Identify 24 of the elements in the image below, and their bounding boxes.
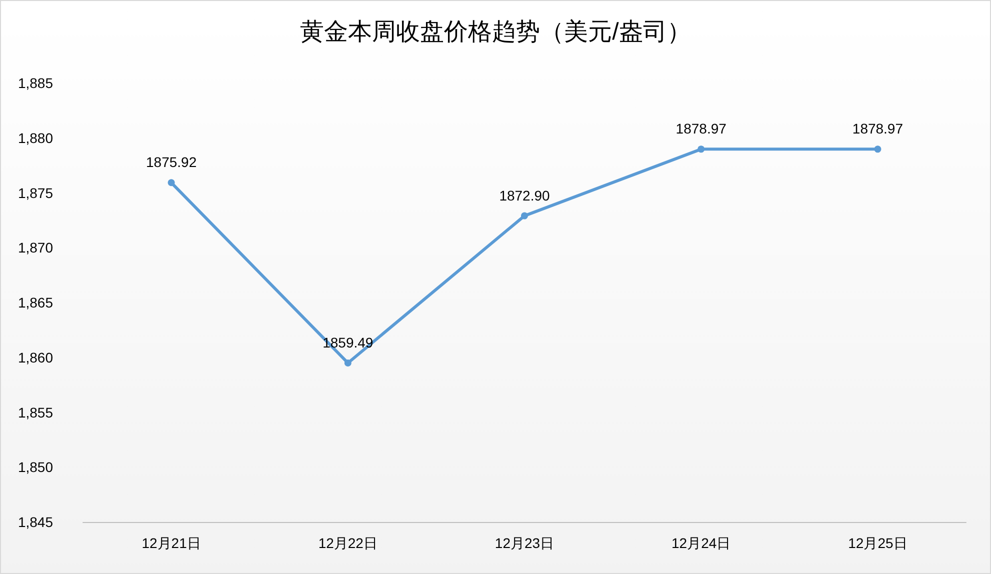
data-label: 1878.97 — [676, 120, 727, 137]
y-tick-label: 1,885 — [18, 75, 54, 91]
y-tick-label: 1,860 — [18, 349, 54, 366]
point — [344, 359, 352, 366]
data-label: 1872.90 — [499, 187, 550, 204]
data-label: 1878.97 — [852, 120, 904, 137]
y-tick-label: 1,870 — [18, 240, 54, 256]
y-tick-label: 1,850 — [18, 459, 54, 476]
x-tick-label: 12月24日 — [672, 535, 731, 551]
y-tick-label: 1,875 — [18, 184, 54, 201]
point — [698, 146, 705, 153]
y-tick-label: 1,855 — [18, 404, 54, 420]
point — [168, 179, 175, 186]
point — [521, 212, 528, 220]
x-tick-label: 12月23日 — [494, 535, 554, 551]
y-tick-label: 1,865 — [18, 294, 54, 310]
y-tick-label: 1,845 — [18, 514, 54, 530]
x-tick-label: 12月21日 — [142, 535, 201, 551]
x-tick-label: 12月22日 — [318, 535, 378, 551]
point — [874, 146, 882, 153]
chart-title: 黄金本周收盘价格趋势（美元/盎司） — [300, 18, 691, 46]
y-tick-label: 1,880 — [18, 130, 54, 146]
data-label: 1875.92 — [146, 154, 197, 170]
x-tick-label: 12月25日 — [848, 535, 908, 551]
